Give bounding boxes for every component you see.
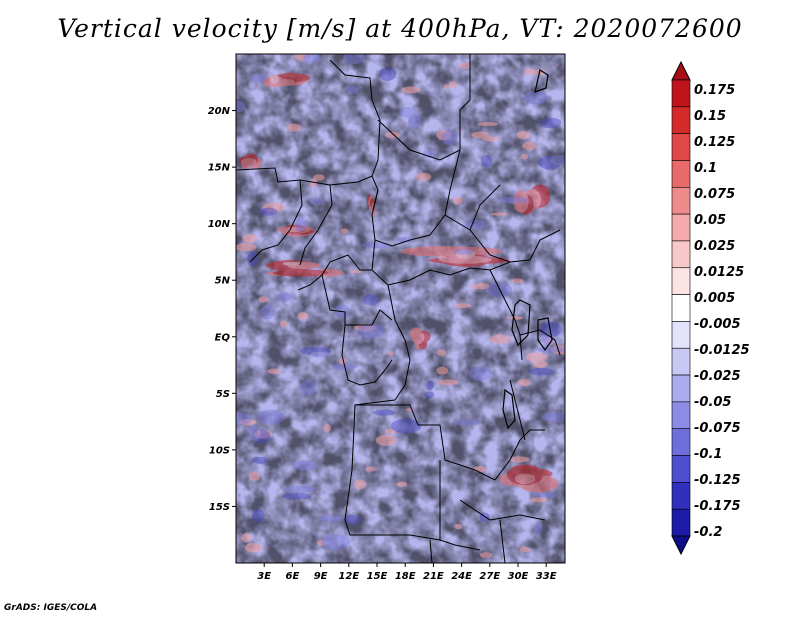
colorbar-swatch — [671, 321, 691, 349]
colorbar-label: 0.075 — [694, 187, 735, 202]
colorbar-label: -0.125 — [694, 473, 741, 488]
colorbar-swatch — [671, 508, 691, 537]
colorbar-label: -0.005 — [694, 317, 741, 332]
colorbar-swatch — [671, 267, 691, 295]
lat-tick-label: EQ — [215, 332, 231, 343]
colorbar-swatch — [671, 213, 691, 242]
colorbar-label: 0.15 — [694, 109, 726, 124]
colorbar-label: -0.1 — [694, 447, 722, 462]
map-frame — [235, 53, 566, 564]
colorbar-swatch — [671, 79, 691, 108]
lat-tick-label: 15N — [208, 163, 231, 174]
colorbar-label: -0.2 — [694, 525, 722, 540]
colorbar-label: 0.025 — [694, 239, 735, 254]
colorbar-swatch — [671, 455, 691, 483]
colorbar-swatch — [671, 482, 691, 510]
velocity-field — [236, 54, 565, 563]
colorbar-swatch — [671, 401, 691, 430]
lon-tick-label: 24E — [451, 571, 472, 582]
lon-tick-label: 9E — [314, 571, 328, 582]
colorbar-swatch — [671, 160, 691, 188]
colorbar-label: 0.125 — [694, 135, 735, 150]
colorbar-bottom-arrow — [671, 535, 691, 556]
latitude-axis: 20N 15N 10N 5N EQ 5S 10S 15S — [208, 106, 236, 513]
colorbar-label: -0.05 — [694, 395, 731, 410]
lat-tick-label: 5N — [215, 276, 231, 287]
lon-tick-label: 30E — [508, 571, 529, 582]
colorbar-swatch — [671, 347, 691, 376]
lon-tick-label: 33E — [536, 571, 557, 582]
colorbar-label: -0.075 — [694, 421, 741, 436]
lon-tick-label: 3E — [257, 571, 271, 582]
lon-tick-label: 27E — [479, 571, 500, 582]
colorbar-swatch — [671, 240, 691, 269]
colorbar-label: 0.0125 — [694, 265, 744, 280]
colorbar-label: 0.175 — [694, 83, 735, 98]
colorbar-label: -0.0125 — [694, 343, 750, 358]
colorbar-swatch — [671, 133, 691, 161]
lon-tick-label: 21E — [423, 571, 444, 582]
lat-tick-label: 10N — [208, 219, 231, 230]
colorbar-label: 0.1 — [694, 161, 717, 176]
colorbar-label: -0.175 — [694, 499, 741, 514]
colorbar-swatch — [671, 374, 691, 403]
colorbar: 0.175 0.15 0.125 0.1 0.075 0.05 0.025 0.0125 0.0… — [671, 60, 750, 556]
colorbar-swatch — [671, 428, 691, 456]
colorbar-top-arrow — [671, 60, 691, 81]
lat-tick-label: 5S — [216, 389, 230, 400]
longitude-axis: 3E 6E 9E 12E 15E 18E 21E 24E 27E 30E 33E — [257, 563, 557, 582]
colorbar-label: 0.005 — [694, 291, 735, 306]
colorbar-swatch — [671, 294, 691, 322]
colorbar-label: 0.05 — [694, 213, 726, 228]
lon-tick-label: 15E — [367, 571, 388, 582]
lat-tick-label: 20N — [208, 106, 231, 117]
lat-tick-label: 15S — [209, 502, 230, 513]
lon-tick-label: 6E — [286, 571, 300, 582]
colorbar-swatch — [671, 186, 691, 215]
lon-tick-label: 18E — [395, 571, 416, 582]
map-title: Vertical velocity [m/s] at 400hPa, VT: 2… — [57, 14, 743, 43]
lon-tick-label: 12E — [338, 571, 359, 582]
lat-tick-label: 10S — [209, 445, 230, 456]
credit-text: GrADS: IGES/COLA — [4, 603, 98, 613]
colorbar-label: -0.025 — [694, 369, 741, 384]
colorbar-swatch — [671, 106, 691, 134]
